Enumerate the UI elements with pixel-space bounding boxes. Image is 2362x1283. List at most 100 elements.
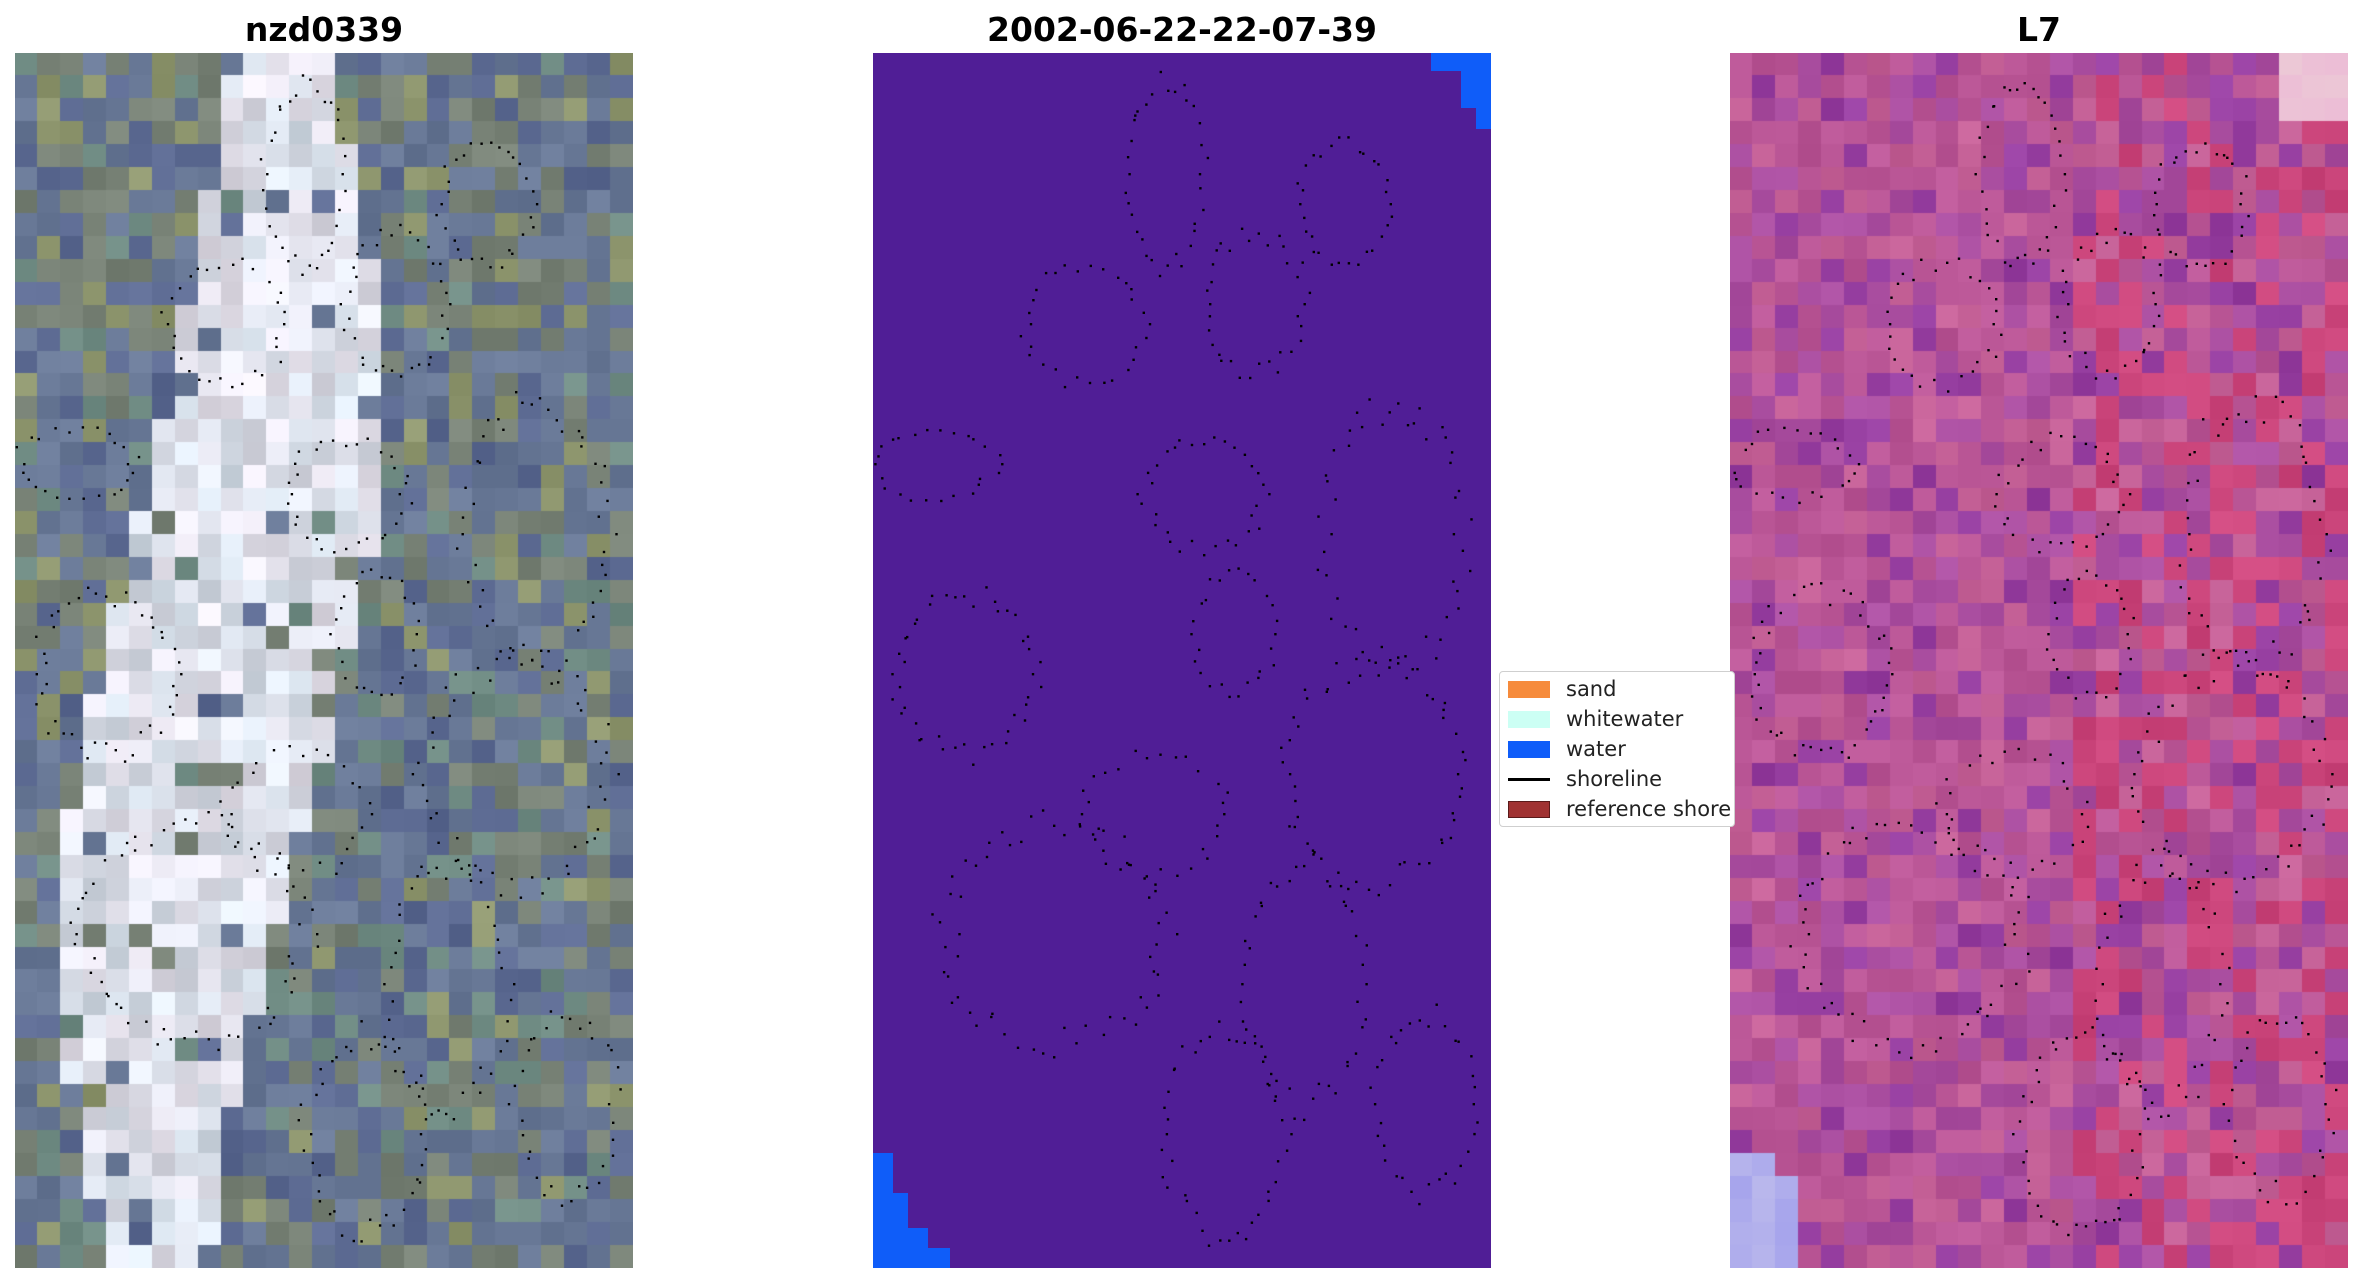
shoreline-dot	[1779, 611, 1782, 615]
index-image	[1730, 53, 2348, 1268]
shoreline-dot	[1820, 982, 1823, 986]
shoreline-dot	[464, 486, 467, 489]
shoreline-dot	[408, 231, 412, 234]
shoreline-dot	[1089, 264, 1092, 268]
shoreline-dot	[2253, 1172, 2256, 1175]
shoreline-dot	[1243, 453, 1247, 456]
shoreline-dot	[2120, 915, 2123, 918]
shoreline-dot	[1303, 303, 1306, 306]
shoreline-dot	[1383, 1159, 1387, 1162]
shoreline-dot	[2332, 1131, 2335, 1135]
shoreline-dot	[1444, 436, 1447, 439]
shoreline-dot	[41, 692, 44, 695]
shoreline-dot	[100, 980, 103, 984]
shoreline-dot	[1104, 862, 1108, 865]
shoreline-dot	[2222, 1103, 2225, 1106]
shoreline-dot	[2197, 1095, 2200, 1099]
shoreline-dot	[899, 493, 902, 496]
shoreline-dot	[2217, 434, 2220, 437]
shoreline-dot	[2264, 1021, 2267, 1024]
shoreline-dot	[2290, 844, 2293, 847]
shoreline-dot	[1303, 1118, 1306, 1122]
shoreline-dot	[1386, 224, 1389, 227]
shoreline-dot	[75, 933, 78, 936]
shoreline-dot	[1185, 99, 1188, 102]
shoreline-dot	[435, 812, 438, 815]
shoreline-dot	[317, 1190, 321, 1193]
shoreline-dot	[1452, 818, 1456, 822]
legend-label-whitewater: whitewater	[1566, 707, 1684, 731]
shoreline-dot	[1211, 343, 1214, 347]
shoreline-dot	[2053, 204, 2056, 207]
shoreline-dot	[189, 275, 192, 278]
shoreline-dot	[1103, 381, 1106, 384]
shoreline-dot	[1848, 841, 1852, 845]
shoreline-dot	[302, 754, 305, 758]
shoreline-dot	[1031, 673, 1035, 676]
shoreline-dot	[400, 512, 403, 515]
shoreline-dot	[92, 882, 95, 885]
shoreline-dot	[1991, 761, 1994, 765]
shoreline-dot	[1780, 731, 1783, 734]
shoreline-dot	[1184, 1194, 1187, 1197]
shoreline-dot	[172, 346, 175, 349]
shoreline-dot	[361, 570, 364, 574]
shoreline-dot	[2160, 864, 2163, 867]
shoreline-dot	[440, 203, 443, 206]
shoreline-dot	[2055, 1223, 2059, 1226]
shoreline-dot	[1771, 491, 1774, 494]
shoreline-dot	[2202, 907, 2205, 911]
shoreline-dot	[518, 162, 521, 166]
shoreline-dot	[533, 1037, 536, 1040]
shoreline-dot	[1054, 368, 1057, 371]
shoreline-dot	[1139, 996, 1142, 999]
shoreline-dot	[1820, 495, 1823, 498]
shoreline-dot	[1418, 1202, 1421, 1206]
shoreline-dot	[1897, 821, 1900, 825]
shoreline-dot	[2240, 192, 2243, 195]
shoreline-dot	[1029, 345, 1033, 348]
shoreline-dot	[1243, 1041, 1246, 1044]
shoreline-dot	[404, 482, 408, 485]
shoreline-dot	[460, 867, 463, 870]
shoreline-dot	[972, 438, 975, 441]
shoreline-dot	[1295, 865, 1298, 869]
shoreline-dot	[2063, 331, 2066, 334]
legend-label-reference-shore: reference shore	[1566, 797, 1732, 821]
shoreline-dot	[1355, 411, 1359, 414]
shoreline-dot	[27, 478, 30, 481]
shoreline-dot	[2068, 355, 2072, 358]
shoreline-dot	[1755, 718, 1758, 721]
shoreline-dot	[1274, 633, 1277, 636]
legend-item-shoreline: shoreline	[1508, 767, 1662, 791]
shoreline-dot	[535, 1176, 539, 1179]
shoreline-dot	[2183, 674, 2186, 677]
shoreline-dot	[431, 731, 434, 734]
shoreline-dot	[1806, 883, 1809, 886]
shoreline-dot	[1976, 1010, 1979, 1013]
shoreline-dot	[424, 1148, 428, 1151]
shoreline-dot	[891, 698, 894, 701]
shoreline-dot	[1799, 894, 1802, 897]
shoreline-dot	[602, 550, 606, 554]
shoreline-dot	[1851, 826, 1854, 830]
shoreline-dot	[161, 636, 164, 639]
shoreline-dot	[2095, 691, 2098, 694]
shoreline-dot	[2091, 1026, 2094, 1029]
shoreline-dot	[1296, 275, 1299, 279]
shoreline-dot	[543, 1194, 546, 1197]
shoreline-dot	[1347, 681, 1350, 684]
shoreline-dot	[1236, 1231, 1239, 1235]
shoreline-dot	[1199, 1039, 1202, 1043]
shoreline-dot	[1323, 550, 1326, 554]
shoreline-dot	[1995, 298, 1998, 301]
shoreline-dot	[2137, 810, 2140, 813]
shoreline-dot	[1303, 688, 1307, 691]
shoreline-dot	[1159, 70, 1162, 74]
shoreline-dot	[1288, 825, 1291, 828]
shoreline-dot	[1288, 879, 1291, 883]
shoreline-dot	[45, 661, 48, 665]
shoreline-dot	[1041, 809, 1045, 812]
shoreline-dot	[1032, 1048, 1036, 1051]
shoreline-dot	[2002, 874, 2005, 877]
